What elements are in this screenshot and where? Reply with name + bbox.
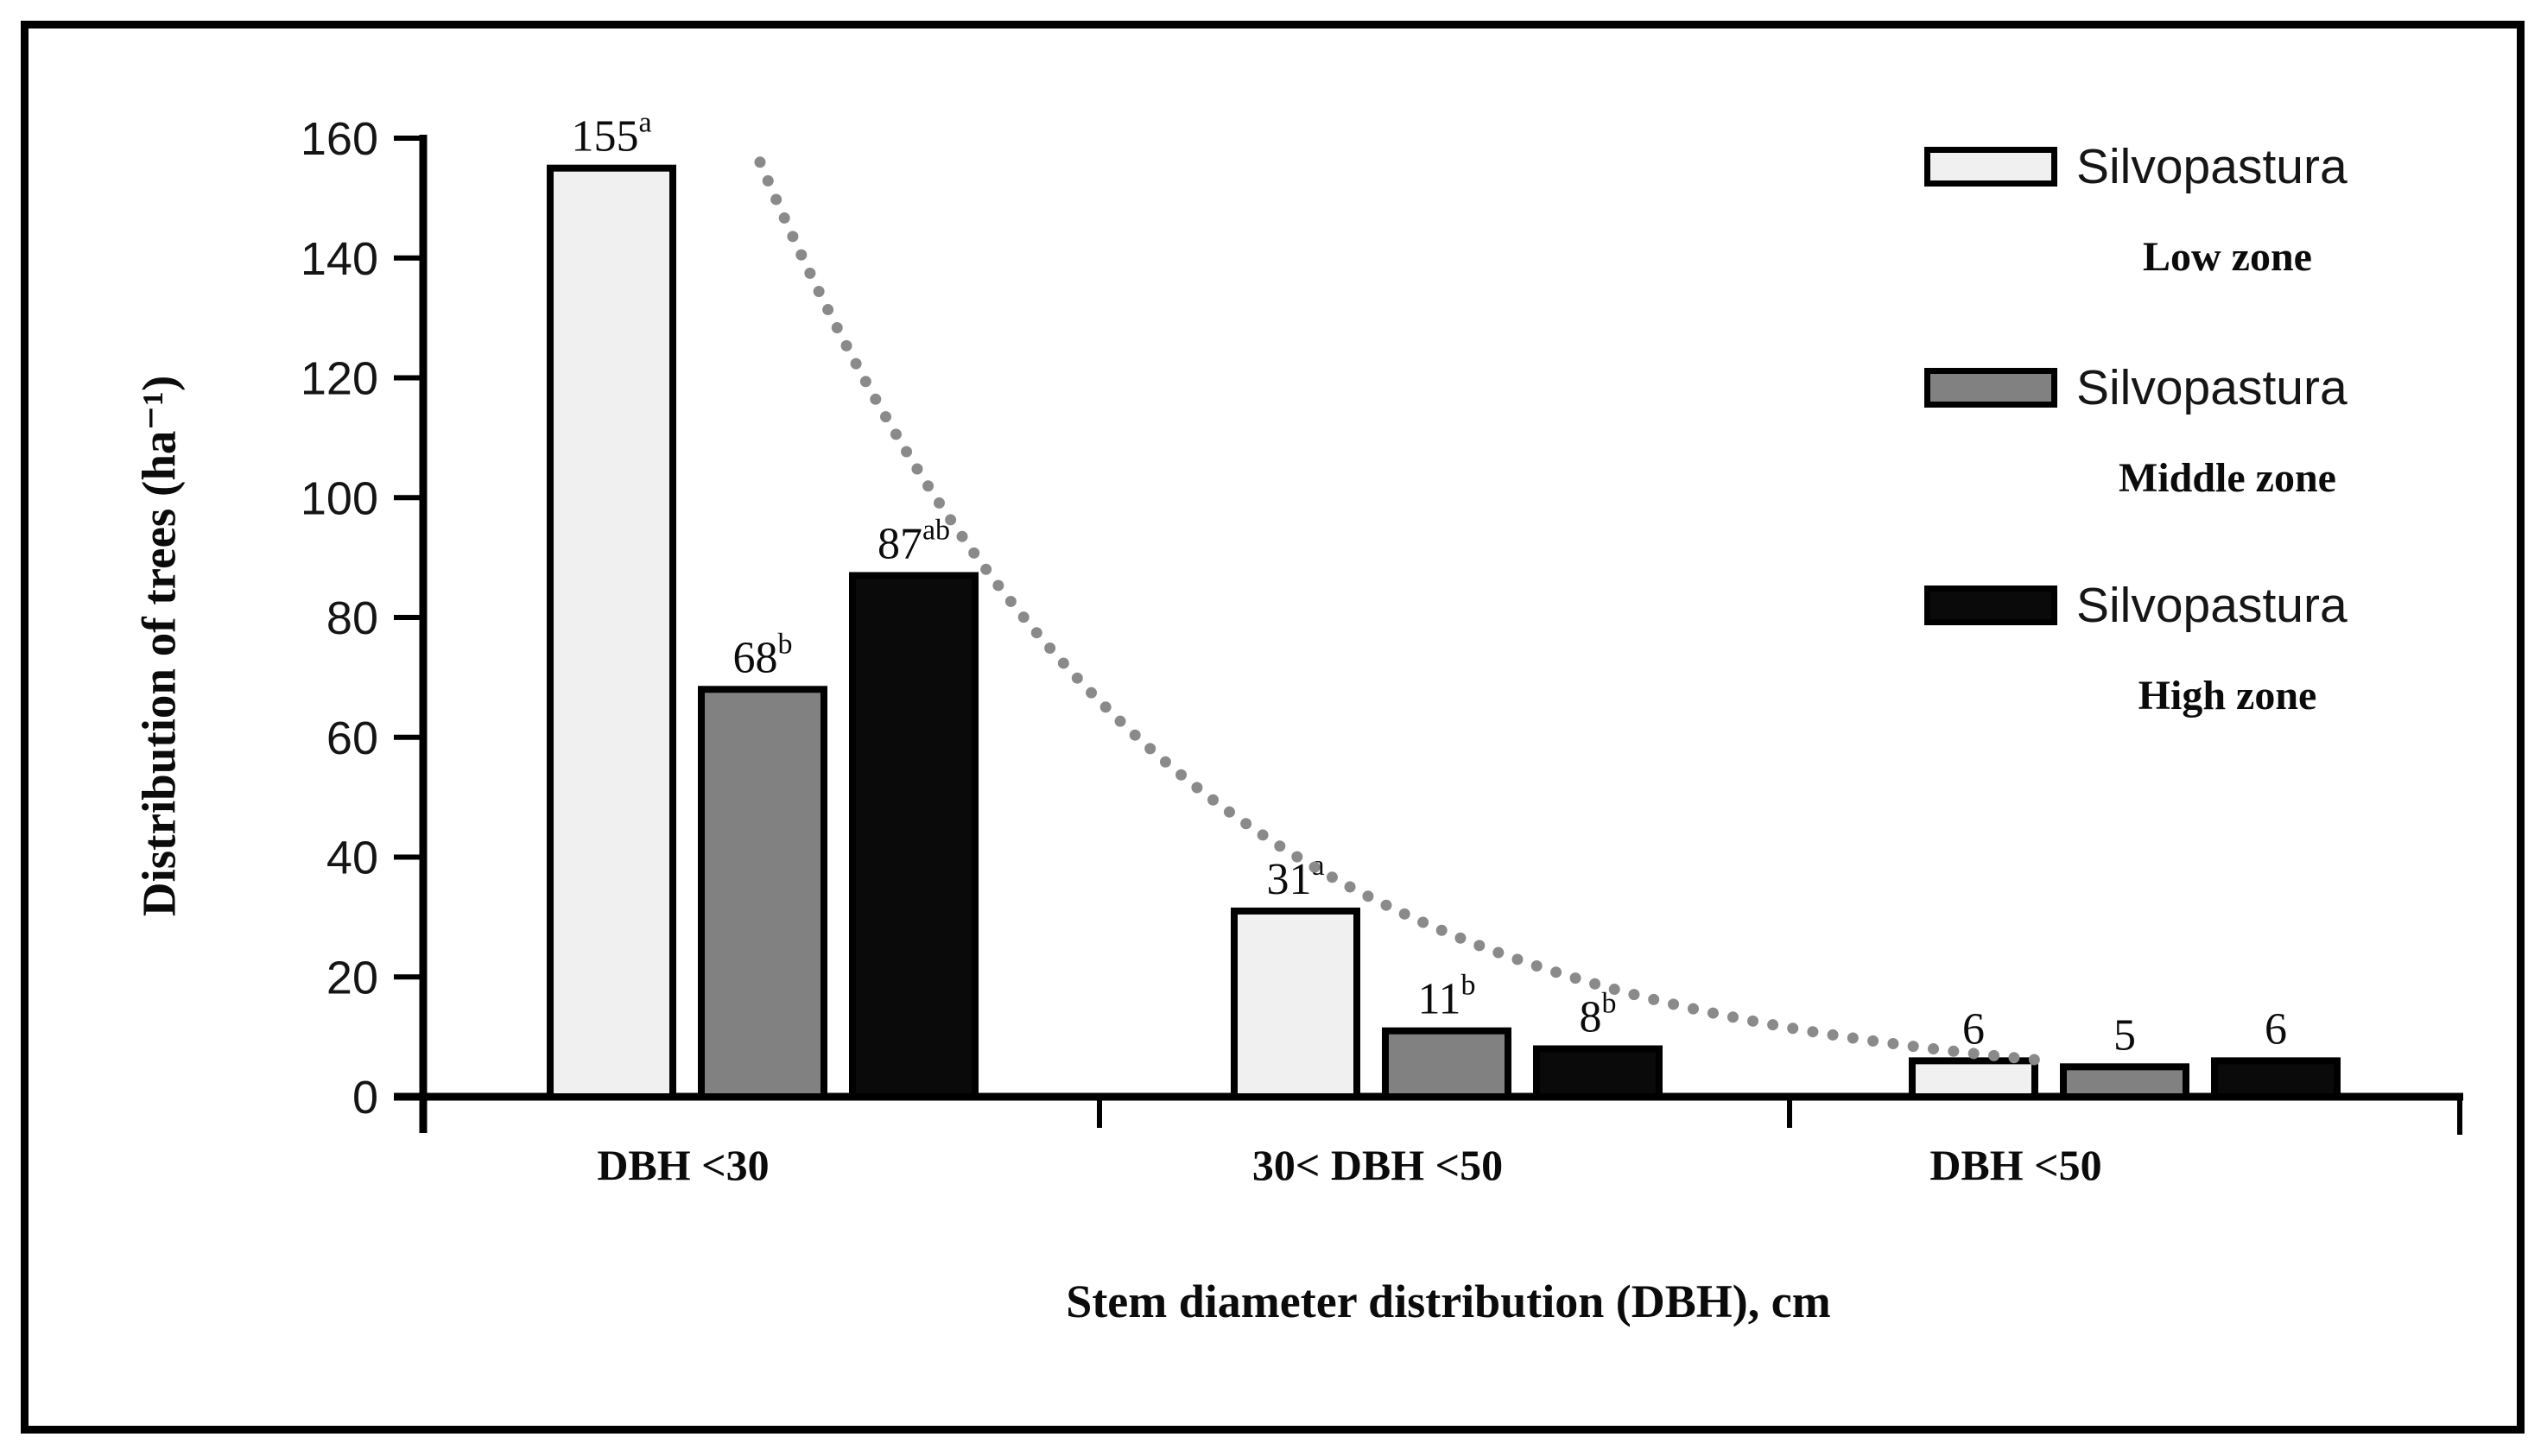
legend-series-name: Silvopastura bbox=[2076, 139, 2347, 194]
legend-row: Silvopastura bbox=[1924, 138, 2370, 195]
category-label: DBH <30 bbox=[597, 1141, 769, 1189]
bar bbox=[2211, 1057, 2341, 1100]
y-axis-title: Distribution of trees (ha⁻¹) bbox=[132, 375, 186, 917]
legend-zone-label: Low zone bbox=[2143, 234, 2312, 280]
figure-frame bbox=[21, 21, 2525, 1434]
legend-zone-label: Middle zone bbox=[2119, 455, 2336, 501]
bar bbox=[698, 686, 827, 1100]
category-label: DBH <50 bbox=[1929, 1141, 2101, 1189]
y-tick-label: 160 bbox=[301, 113, 378, 165]
bar bbox=[547, 164, 676, 1100]
bar-value-label: 87ab bbox=[878, 514, 950, 568]
bar bbox=[849, 572, 979, 1100]
legend-swatch bbox=[1924, 147, 2057, 187]
legend-series-name: Silvopastura bbox=[2076, 578, 2347, 633]
legend-series-name: Silvopastura bbox=[2076, 360, 2347, 415]
legend-row: Silvopastura bbox=[1924, 577, 2370, 634]
bar bbox=[1231, 907, 1360, 1100]
bar bbox=[1909, 1057, 2038, 1100]
category-label: 30< DBH <50 bbox=[1252, 1141, 1503, 1189]
y-tick-label: 60 bbox=[326, 712, 378, 764]
y-tick-label: 100 bbox=[301, 472, 378, 524]
bar-value-label: 5 bbox=[2113, 1010, 2136, 1060]
x-axis-title: Stem diameter distribution (DBH), cm bbox=[1066, 1276, 1831, 1327]
bar-value-label: 6 bbox=[1962, 1004, 1985, 1054]
bar bbox=[1533, 1045, 1663, 1100]
legend-swatch bbox=[1924, 368, 2057, 408]
y-tick-label: 0 bbox=[352, 1072, 378, 1124]
bar bbox=[2060, 1063, 2189, 1100]
legend-entry: Silvopastura Low zone bbox=[1924, 138, 2370, 281]
y-tick-label: 120 bbox=[301, 353, 378, 405]
legend-zone-label: High zone bbox=[2138, 673, 2317, 719]
y-tick-label: 140 bbox=[301, 233, 378, 285]
legend-entry: Silvopastura Middle zone bbox=[1924, 359, 2370, 502]
legend-row: Silvopastura bbox=[1924, 359, 2370, 416]
legend-swatch bbox=[1924, 586, 2057, 625]
y-tick-label: 40 bbox=[326, 832, 378, 884]
y-tick-label: 20 bbox=[326, 952, 378, 1003]
bar-value-label: 155a bbox=[571, 107, 651, 161]
bar-value-label: 31a bbox=[1266, 850, 1324, 904]
bar-value-label: 11b bbox=[1417, 970, 1475, 1024]
bar-value-label: 68b bbox=[733, 628, 793, 682]
trend-dotted-curve bbox=[754, 156, 2051, 1067]
bar-value-label: 8b bbox=[1580, 988, 1617, 1042]
legend-entry: Silvopastura High zone bbox=[1924, 577, 2370, 719]
bar bbox=[1382, 1027, 1511, 1100]
y-tick-label: 80 bbox=[326, 592, 378, 644]
bar-value-label: 6 bbox=[2265, 1004, 2287, 1054]
